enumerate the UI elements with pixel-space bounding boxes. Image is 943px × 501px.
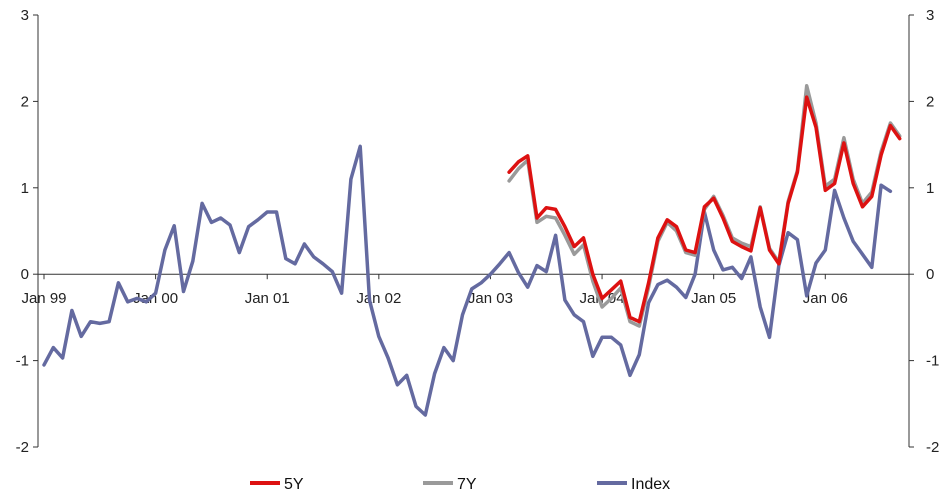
right-y-tick-label: -2 <box>926 439 939 456</box>
left-y-tick-label: -2 <box>16 439 29 456</box>
left-y-tick-label: 2 <box>21 93 29 110</box>
right-y-tick-label: 1 <box>926 180 934 197</box>
x-tick-label: Jan 99 <box>21 290 66 307</box>
right-y-tick-label: 3 <box>926 7 934 24</box>
left-y-tick-label: 3 <box>21 7 29 24</box>
x-tick-label: Jan 06 <box>803 290 848 307</box>
x-tick-label: Jan 05 <box>691 290 736 307</box>
right-y-tick-label: 2 <box>926 93 934 110</box>
left-y-tick-label: -1 <box>16 353 29 370</box>
legend-label-index: Index <box>631 476 670 493</box>
legend: 5Y 7Y Index <box>250 476 670 493</box>
right-y-tick-label: 0 <box>926 266 934 283</box>
x-tick-label: Jan 02 <box>356 290 401 307</box>
x-tick-label: Jan 03 <box>468 290 513 307</box>
legend-label-5y: 5Y <box>284 476 304 493</box>
x-tick-label: Jan 01 <box>245 290 290 307</box>
series-layer <box>42 84 902 417</box>
series-line-index <box>42 144 893 417</box>
right-y-tick-label: -1 <box>926 353 939 370</box>
left-y-tick-label: 0 <box>21 266 29 283</box>
legend-label-7y: 7Y <box>457 476 477 493</box>
series-line-5y <box>507 95 902 324</box>
left-y-tick-label: 1 <box>21 180 29 197</box>
